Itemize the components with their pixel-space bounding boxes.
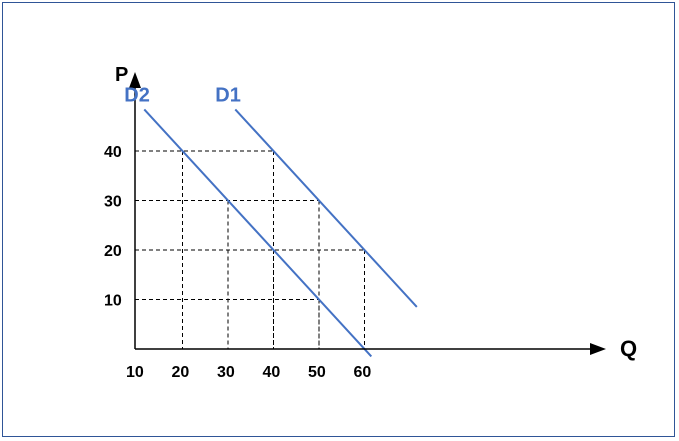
x-tick-label: 20 [172,364,190,381]
y-tick-labels: 10 20 30 40 [104,144,122,310]
x-tick-label: 30 [217,364,235,381]
chart-frame [2,2,675,437]
curve-d2 [143,108,373,358]
x-tick-label: 10 [126,364,144,381]
curve-d1 [234,108,418,308]
y-tick-label: 30 [104,194,122,211]
curve-labels: D1 D2 [124,84,241,106]
curve-label-d1: D1 [215,84,241,106]
x-tick-label: 60 [354,364,372,381]
axes: Q P [115,64,637,361]
y-tick-label: 10 [104,293,122,310]
y-tick-label: 40 [104,144,122,161]
y-tick-label: 20 [104,243,122,260]
x-tick-label: 40 [263,364,281,381]
x-tick-label: 50 [308,364,326,381]
y-axis-label: P [115,64,128,86]
x-axis-label: Q [620,336,637,361]
curve-label-d2: D2 [124,84,150,106]
x-axis-arrow-icon [590,343,606,355]
guide-lines [135,150,365,349]
x-tick-labels: 10 20 30 40 50 60 [126,364,371,381]
demand-curves [143,108,418,358]
y-axis-arrow-icon [129,72,141,88]
